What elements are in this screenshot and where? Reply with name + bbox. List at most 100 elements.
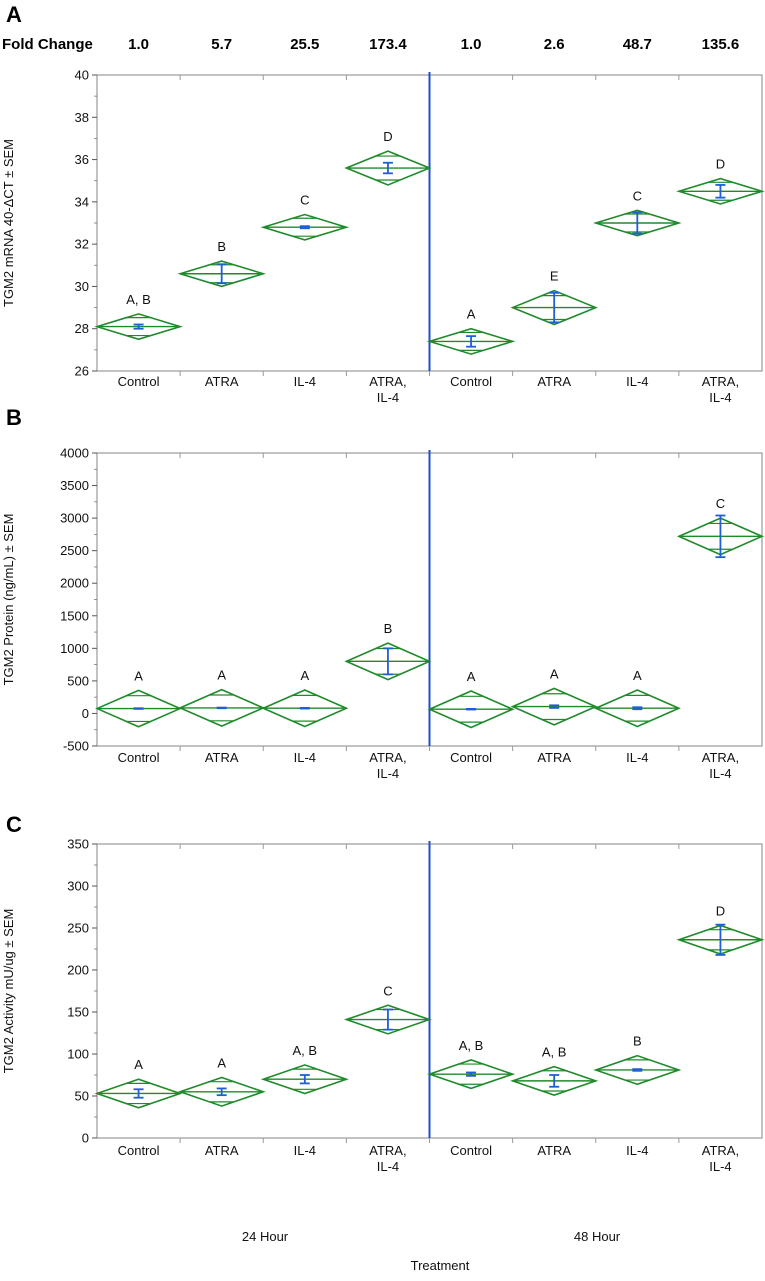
fold-change-value: 135.6 [702, 36, 740, 53]
significance-letter: A [300, 668, 309, 683]
y-tick-label: 36 [75, 152, 89, 167]
y-tick-label: 3500 [60, 478, 89, 493]
means-diamond [676, 177, 765, 205]
means-diamond [95, 689, 183, 728]
x-tick-label: ATRA [537, 750, 571, 765]
means-diamond [260, 213, 350, 241]
significance-letter: B [217, 239, 226, 254]
significance-letter: A, B [542, 1045, 567, 1060]
x-tick-label: IL-4 [294, 750, 316, 765]
significance-letter: D [716, 903, 725, 918]
x-tick-label: ATRA, IL-4 [702, 1143, 739, 1174]
x-tick-label: Control [118, 374, 160, 389]
means-diamond [510, 289, 598, 326]
means-diamond [427, 690, 515, 729]
y-tick-label: 34 [75, 194, 89, 209]
y-tick-label: 1000 [60, 641, 89, 656]
x-tick-label: ATRA [205, 374, 239, 389]
x-tick-label: ATRA [537, 374, 571, 389]
means-diamond [426, 327, 516, 355]
fold-change-value: 2.6 [544, 36, 565, 53]
y-tick-label: 150 [67, 1005, 89, 1020]
means-diamond [343, 1004, 432, 1035]
fold-change-value: 1.0 [461, 36, 482, 53]
x-tick-label: IL-4 [294, 1143, 316, 1158]
y-axis-title: TGM2 Activity mU/ug ± SEM [1, 909, 16, 1074]
means-diamond [510, 1065, 599, 1097]
means-diamond [177, 1076, 266, 1107]
panel-letter: C [6, 812, 22, 837]
significance-letter: A [550, 666, 559, 681]
x-tick-label: Control [450, 750, 492, 765]
panel-a: A 26 28 30 32 34 36 38 40 TGM2 mRNA 40-ΔCT ± SEM A… [1, 2, 765, 405]
means-diamond [94, 1078, 183, 1109]
significance-letter: A [467, 669, 476, 684]
significance-letter: E [550, 269, 559, 284]
significance-letter: A [217, 1056, 226, 1071]
y-tick-label: 1500 [60, 608, 89, 623]
significance-letter: A [134, 668, 143, 683]
y-tick-label: 300 [67, 879, 89, 894]
significance-letter: C [383, 983, 392, 998]
significance-letter: C [633, 188, 642, 203]
means-diamond [260, 1064, 349, 1095]
means-diamond [344, 642, 432, 681]
y-tick-label: 500 [67, 673, 89, 688]
y-tick-label: 30 [75, 279, 89, 294]
x-tick-label: Control [118, 750, 160, 765]
fold-change-row: Fold Change 1.0 5.7 25.5 173.4 1.0 2.6 48.7 135… [2, 36, 739, 53]
x-tick-label: ATRA, IL-4 [369, 750, 406, 781]
significance-letter: D [383, 129, 392, 144]
y-tick-label: 28 [75, 321, 89, 336]
means-diamond [261, 689, 349, 728]
means-diamond [178, 688, 266, 728]
y-tick-label: 50 [75, 1089, 89, 1104]
significance-letter: B [633, 1034, 642, 1049]
significance-letter: C [716, 496, 725, 511]
y-axis-title: TGM2 Protein (ng/mL) ± SEM [1, 514, 16, 686]
x-tick-label: Control [450, 1143, 492, 1158]
x-tick-label: IL-4 [626, 750, 648, 765]
y-tick-label: 250 [67, 921, 89, 936]
x-tick-label: IL-4 [626, 374, 648, 389]
x-tick-label: ATRA [205, 1143, 239, 1158]
x-tick-label: Control [450, 374, 492, 389]
x-tick-label: Control [118, 1143, 160, 1158]
y-tick-label: 40 [75, 68, 89, 83]
significance-letter: A [633, 668, 642, 683]
x-tick-label: ATRA, IL-4 [702, 750, 739, 781]
significance-letter: D [716, 157, 725, 172]
group-label-48-hour: 48 Hour [574, 1229, 621, 1244]
y-tick-label: 0 [82, 706, 89, 721]
means-diamond [593, 209, 682, 237]
fold-change-label: Fold Change [2, 36, 93, 53]
significance-letter: A [217, 668, 226, 683]
fold-change-value: 173.4 [369, 36, 407, 53]
x-tick-label: ATRA [205, 750, 239, 765]
y-tick-label: 32 [75, 237, 89, 252]
y-tick-label: 26 [75, 364, 89, 379]
group-label-24-hour: 24 Hour [242, 1229, 289, 1244]
x-tick-label: ATRA, IL-4 [369, 374, 406, 405]
x-tick-label: IL-4 [626, 1143, 648, 1158]
panel-letter: B [6, 405, 22, 430]
means-diamond [593, 689, 681, 728]
means-diamond [94, 313, 183, 341]
y-tick-label: 3000 [60, 511, 89, 526]
y-tick-label: 0 [82, 1131, 89, 1146]
means-diamond [344, 150, 432, 186]
y-tick-label: 4000 [60, 446, 89, 461]
fold-change-value: 1.0 [128, 36, 149, 53]
means-diamond [427, 1059, 516, 1090]
x-tick-label: ATRA, IL-4 [369, 1143, 406, 1174]
x-axis-title: Treatment [411, 1258, 470, 1273]
x-tick-label: ATRA [537, 1143, 571, 1158]
means-diamond [593, 1054, 682, 1086]
significance-letter: A [134, 1057, 143, 1072]
x-tick-label: ATRA, IL-4 [702, 374, 739, 405]
panel-b: B -500 0 500 1000 1500 2000 2500 3000 3500 4000 TGM… [1, 405, 764, 781]
fold-change-value: 48.7 [623, 36, 652, 53]
significance-letter: B [384, 621, 393, 636]
fold-change-value: 5.7 [211, 36, 232, 53]
